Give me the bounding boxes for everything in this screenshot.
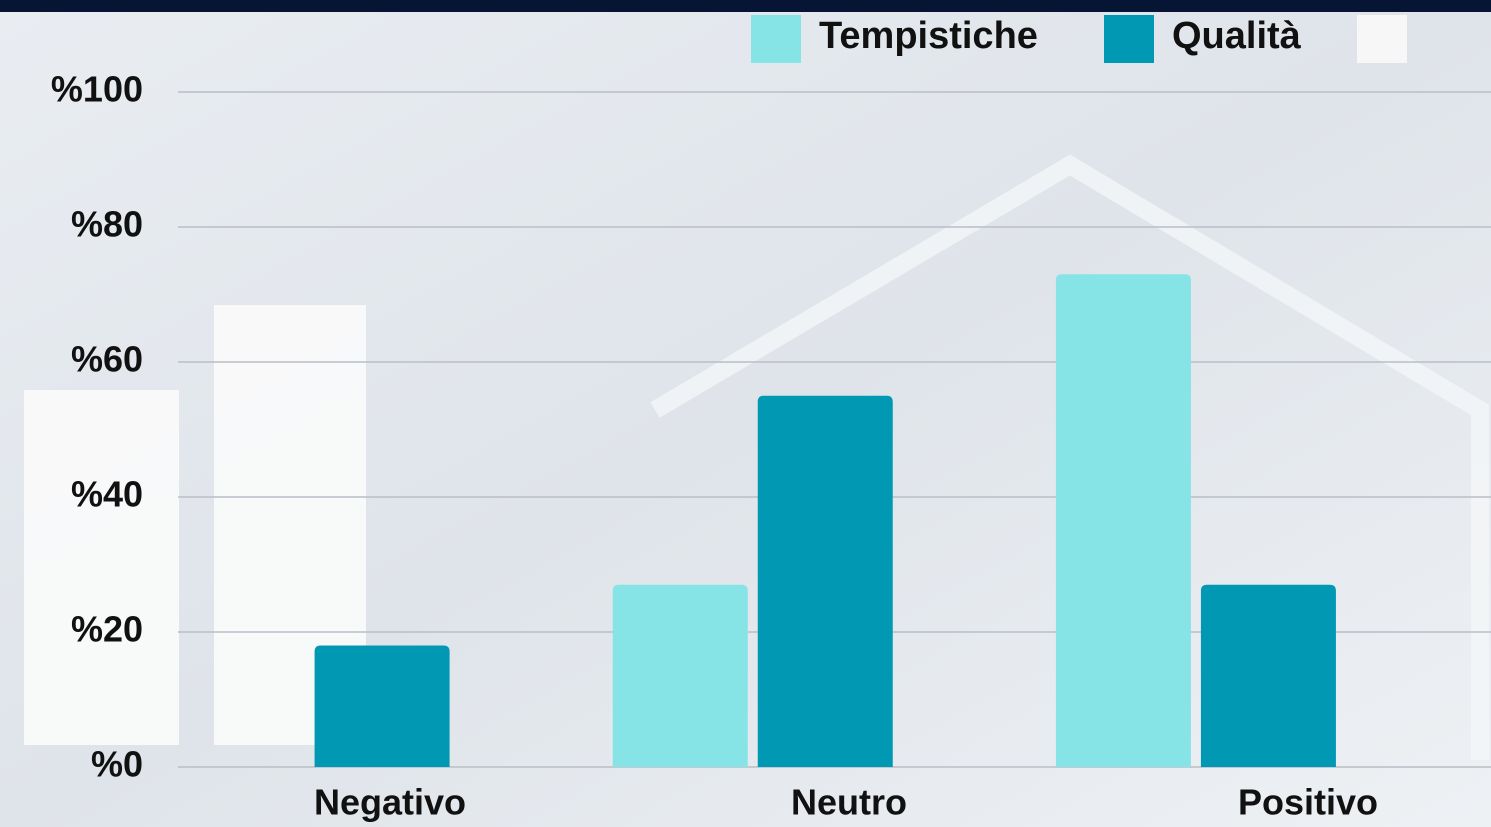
background-shape [24,390,179,745]
y-tick-label: %40 [71,474,143,515]
legend-label: Qualità [1172,15,1302,57]
legend-swatch [751,15,801,63]
bar [1200,584,1336,767]
y-tick-label: %0 [91,744,143,785]
y-tick-label: %80 [71,204,143,245]
x-tick-label: Positivo [1238,782,1378,823]
y-tick-label: %60 [71,339,143,380]
background-shape [650,154,1489,760]
legend-label: Tempistiche [819,15,1038,57]
y-tick-label: %20 [71,609,143,650]
x-tick-label: Neutro [791,782,907,823]
bar [612,584,748,767]
legend-swatch [1104,15,1154,63]
top-band [0,0,1491,12]
bar [757,395,893,767]
x-tick-label: Negativo [314,782,466,823]
bar [1055,274,1191,767]
legend-swatch [1357,15,1407,63]
bar [314,645,450,767]
y-tick-label: %100 [51,69,143,110]
